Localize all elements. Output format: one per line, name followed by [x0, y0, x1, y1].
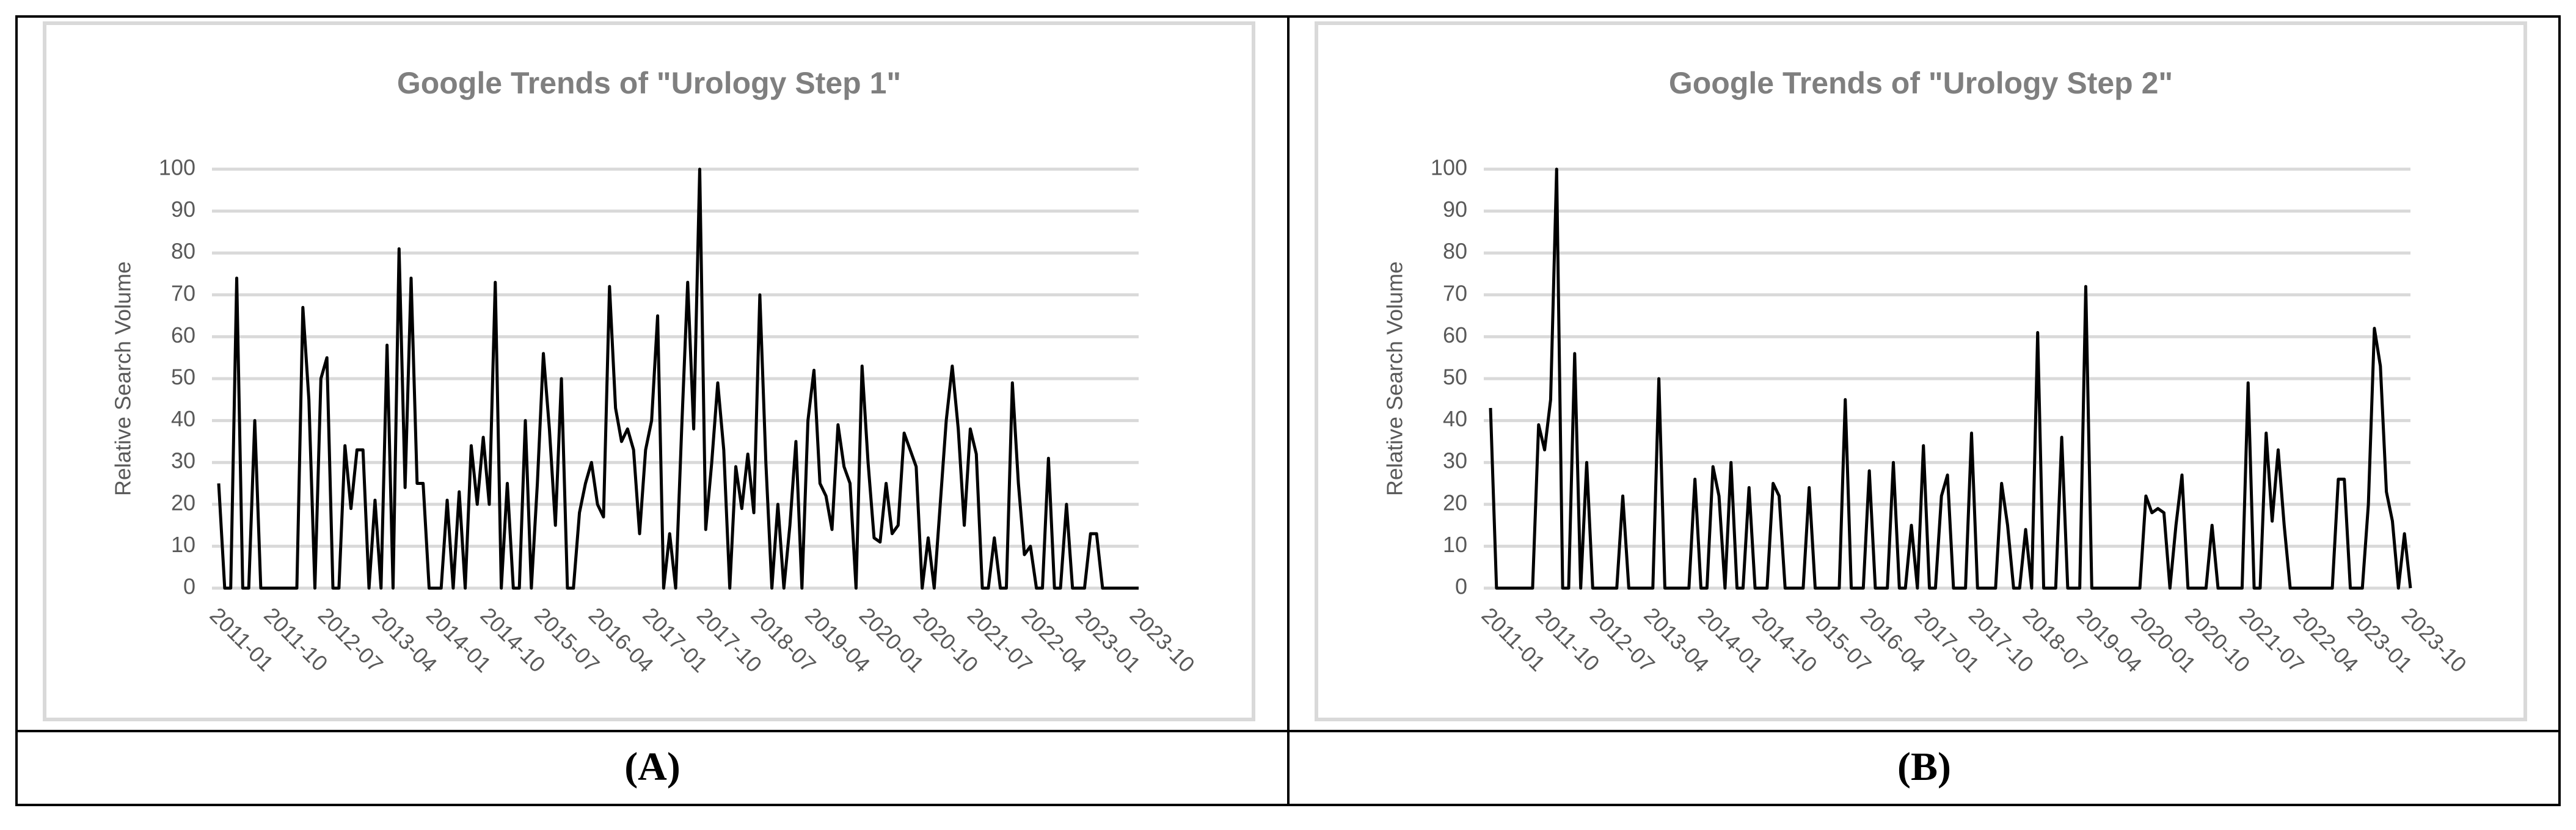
- y-tick-label: 90: [1443, 197, 1467, 222]
- data-line: [217, 167, 1139, 590]
- y-tick-label: 0: [183, 574, 195, 599]
- y-tick-label: 60: [171, 322, 195, 348]
- panel-caption: (B): [1897, 744, 1951, 789]
- y-tick-label: 80: [1443, 239, 1467, 264]
- y-tick-label: 30: [1443, 448, 1467, 473]
- y-tick-label: 40: [171, 406, 195, 431]
- y-tick-label: 50: [1443, 365, 1467, 390]
- y-tick-label: 10: [1443, 532, 1467, 557]
- y-tick-label: 20: [171, 490, 195, 515]
- y-tick-label: 20: [1443, 490, 1467, 515]
- y-tick-label: 70: [1443, 280, 1467, 305]
- chart-title: Google Trends of "Urology Step 2": [1669, 66, 2173, 100]
- y-tick-label: 70: [171, 280, 195, 305]
- y-tick-label: 90: [171, 197, 195, 222]
- y-tick-label: 30: [171, 448, 195, 473]
- y-tick-label: 10: [171, 532, 195, 557]
- y-axis-label: Relative Search Volume: [1382, 261, 1407, 496]
- y-tick-label: 60: [1443, 322, 1467, 348]
- y-tick-label: 100: [1431, 155, 1467, 180]
- y-tick-label: 80: [171, 239, 195, 264]
- y-tick-label: 40: [1443, 406, 1467, 431]
- chart-frame: [1315, 21, 2527, 721]
- y-axis-label: Relative Search Volume: [111, 261, 136, 496]
- panel-caption: (A): [624, 744, 680, 789]
- y-tick-label: 100: [159, 155, 195, 180]
- y-tick-label: 50: [171, 365, 195, 390]
- chart-frame: [43, 21, 1255, 721]
- data-line: [1489, 167, 2412, 590]
- chart-title: Google Trends of "Urology Step 1": [397, 66, 901, 100]
- y-tick-label: 0: [1455, 574, 1467, 599]
